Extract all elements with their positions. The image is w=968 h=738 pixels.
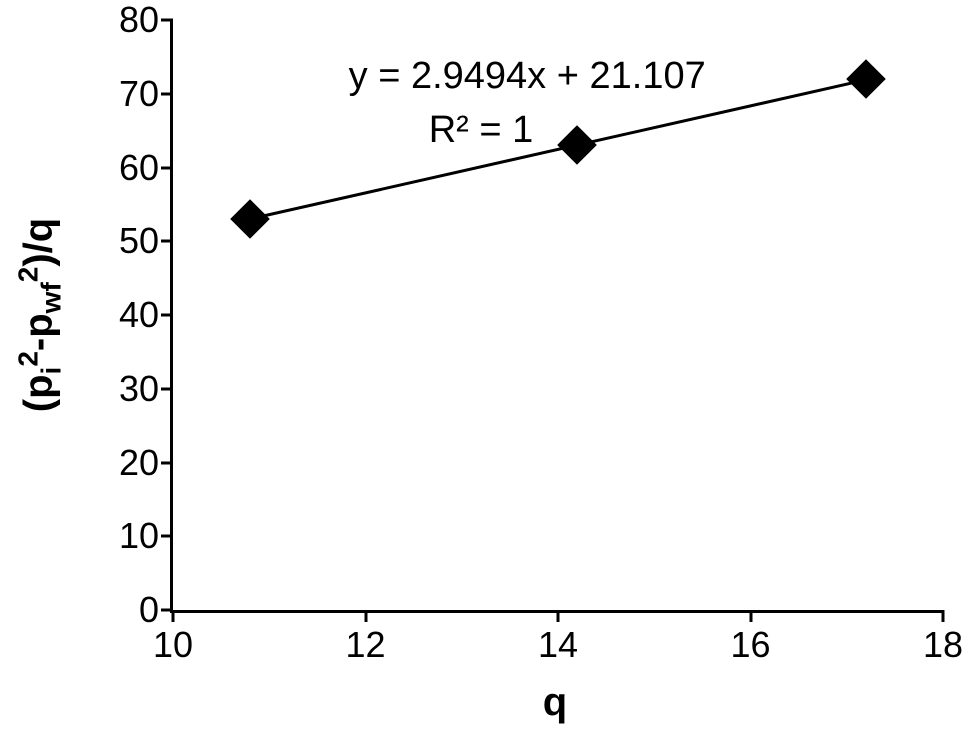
plot-area: 010203040506070801012141618y = 2.9494x +…: [170, 20, 943, 613]
y-tick-mark: [161, 535, 173, 538]
y-tick-mark: [161, 92, 173, 95]
data-marker: [557, 126, 597, 166]
y-tick-mark: [161, 314, 173, 317]
data-marker: [230, 199, 270, 239]
x-tick-mark: [557, 610, 560, 622]
x-tick-mark: [942, 610, 945, 622]
y-axis-label: (pi2-pwf2)/q: [12, 218, 67, 412]
x-tick-mark: [749, 610, 752, 622]
y-tick-mark: [161, 461, 173, 464]
data-marker: [846, 59, 886, 99]
trendline: [250, 79, 867, 221]
y-tick-mark: [161, 387, 173, 390]
y-tick-mark: [161, 240, 173, 243]
y-tick-mark: [161, 166, 173, 169]
y-tick-mark: [161, 19, 173, 22]
chart-annotation: y = 2.9494x + 21.107: [349, 55, 706, 98]
x-tick-mark: [172, 610, 175, 622]
x-axis-label: q: [543, 680, 567, 725]
scatter-chart: 010203040506070801012141618y = 2.9494x +…: [0, 0, 968, 738]
chart-annotation: R² = 1: [429, 109, 534, 152]
x-tick-mark: [364, 610, 367, 622]
